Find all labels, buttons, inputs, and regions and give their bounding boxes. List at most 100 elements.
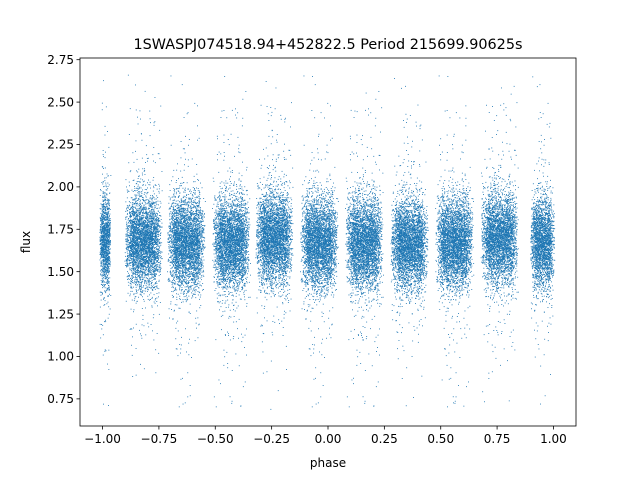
data-point [144, 277, 145, 278]
data-point [146, 200, 147, 201]
data-point [99, 232, 100, 233]
data-point [143, 237, 144, 238]
data-point [148, 220, 149, 221]
data-point [147, 296, 148, 297]
data-point [155, 220, 156, 221]
data-point [160, 271, 161, 272]
data-point [102, 287, 103, 288]
data-point [132, 275, 133, 276]
data-point [160, 216, 161, 217]
data-point [103, 212, 104, 213]
data-point [133, 270, 134, 271]
data-point [145, 227, 146, 228]
data-point [153, 209, 154, 210]
data-point [137, 274, 138, 275]
data-point [145, 202, 146, 203]
data-point [152, 154, 153, 155]
data-point [141, 245, 142, 246]
data-point [141, 193, 142, 194]
data-point [104, 193, 105, 194]
data-point [152, 225, 153, 226]
data-point [133, 230, 134, 231]
data-point [160, 263, 161, 264]
data-point [128, 293, 129, 294]
data-point [151, 231, 152, 232]
data-point [108, 272, 109, 273]
data-point [140, 280, 141, 281]
data-point [106, 186, 107, 187]
data-point [162, 171, 163, 172]
data-point [129, 237, 130, 238]
data-point [126, 239, 127, 240]
data-point [139, 229, 140, 230]
data-point [145, 241, 146, 242]
data-point [127, 225, 128, 226]
data-point [150, 197, 151, 198]
data-point [150, 118, 151, 119]
data-point [104, 215, 105, 216]
data-point [129, 268, 130, 269]
data-point [101, 263, 102, 264]
data-point [105, 245, 106, 246]
data-point [143, 279, 144, 280]
data-point [142, 158, 143, 159]
data-point [134, 186, 135, 187]
data-point [132, 254, 133, 255]
data-point [106, 277, 107, 278]
data-point [140, 235, 141, 236]
data-point [101, 236, 102, 237]
data-point [151, 253, 152, 254]
data-point [154, 236, 155, 237]
data-point [127, 223, 128, 224]
data-point [133, 237, 134, 238]
data-point [150, 252, 151, 253]
data-point [146, 260, 147, 261]
data-point [140, 179, 141, 180]
data-point [153, 267, 154, 268]
data-point [103, 277, 104, 278]
data-point [136, 281, 137, 282]
data-point [137, 255, 138, 256]
data-point [109, 233, 110, 234]
data-point [143, 235, 144, 236]
data-point [100, 195, 101, 196]
data-point [140, 263, 141, 264]
data-point [157, 244, 158, 245]
data-point [146, 224, 147, 225]
data-point [153, 257, 154, 258]
data-point [108, 369, 109, 370]
data-point [107, 277, 108, 278]
data-point [139, 221, 140, 222]
data-point [103, 404, 104, 405]
data-point [144, 281, 145, 282]
data-point [107, 216, 108, 217]
data-point [106, 282, 107, 283]
data-point [127, 233, 128, 234]
data-point [105, 196, 106, 197]
data-point [142, 190, 143, 191]
data-point [147, 216, 148, 217]
data-point [127, 208, 128, 209]
data-point [141, 226, 142, 227]
data-point [141, 230, 142, 231]
data-point [107, 252, 108, 253]
data-point [154, 199, 155, 200]
data-point [107, 364, 108, 365]
data-point [136, 266, 137, 267]
data-point [134, 241, 135, 242]
data-point [138, 230, 139, 231]
data-point [154, 231, 155, 232]
data-point [104, 178, 105, 179]
data-point [131, 242, 132, 243]
data-point [128, 282, 129, 283]
data-point [103, 181, 104, 182]
data-point [105, 183, 106, 184]
data-point [139, 205, 140, 206]
data-point [137, 261, 138, 262]
data-point [139, 195, 140, 196]
data-point [159, 220, 160, 221]
data-point [140, 222, 141, 223]
data-point [149, 294, 150, 295]
data-point [103, 219, 104, 220]
data-point [133, 216, 134, 217]
